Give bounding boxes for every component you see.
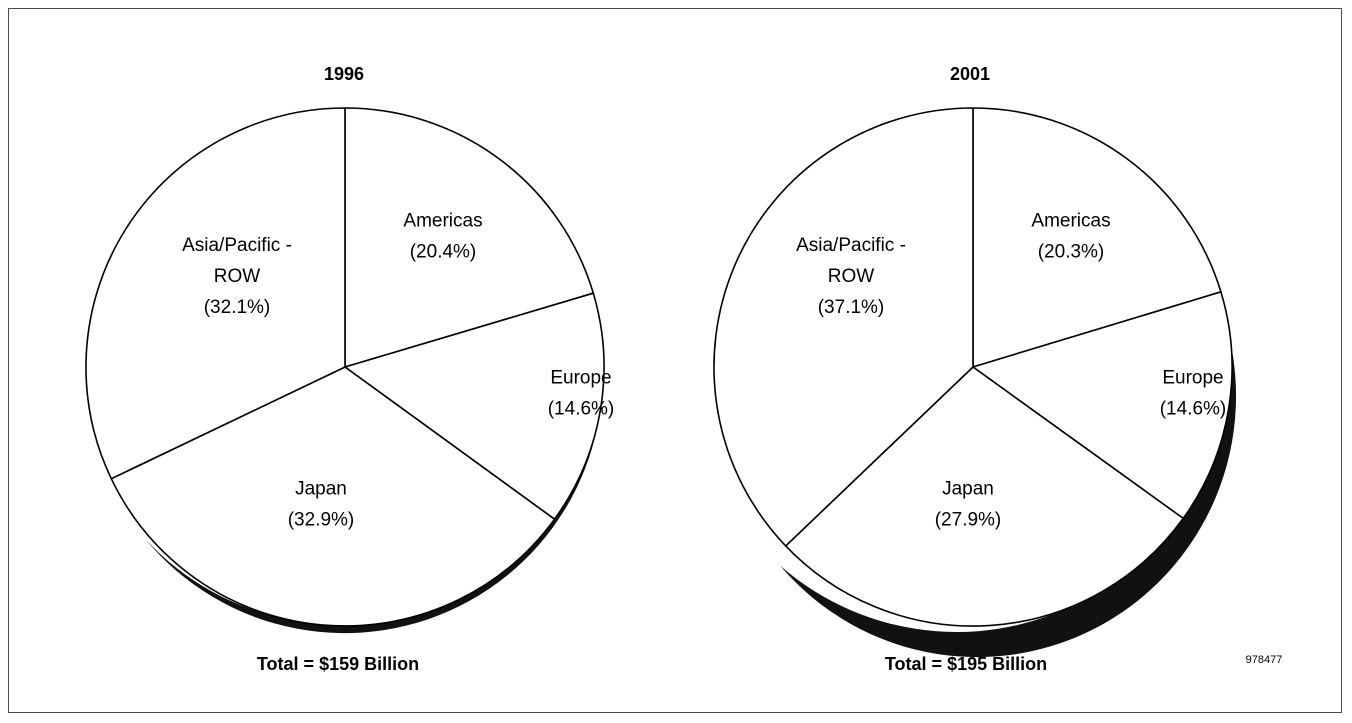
pie-slices [85,107,605,627]
pie-slice-americas [972,107,1222,368]
pie-labels: Americas (20.3%) Europe (14.6%) Japan (27.9%)… [796,211,1226,531]
slice-label: Japan (32.9%) [288,479,355,531]
pie-chart-1996: 1996 Americas (20.4%) Europe (14.6%) Japan (3… [85,64,614,674]
chart-title: 1996 [324,64,364,84]
pie-slice-asia-pacific [713,107,974,547]
pie-chart-2001: 2001 Americas (20.3%) Europe (14.6%) Japan (2… [713,64,1237,674]
figure-id: 978477 [1246,654,1283,666]
slice-label: Asia/Pacific -ROW (37.1%) [796,235,906,318]
pie-slice-americas [344,107,595,368]
slice-label: Europe (14.6%) [548,368,615,420]
pie-slice-asia-pacific [85,107,346,480]
slice-label: Asia/Pacific -ROW (32.1%) [182,235,292,318]
pie-slices [713,107,1233,627]
total-label: Total = $195 Billion [885,654,1047,674]
slice-label: Japan (27.9%) [935,479,1002,531]
pie-slice-japan [110,366,556,627]
pie-slice-europe [972,291,1233,520]
slice-label: Europe (14.6%) [1160,368,1227,420]
slice-label: Americas (20.4%) [403,211,482,263]
chart-title: 2001 [950,64,990,84]
pie-slice-europe [344,292,605,520]
pie-labels: Americas (20.4%) Europe (14.6%) Japan (32.9%)… [182,211,614,531]
pie-slice-japan [784,366,1184,627]
slice-label: Americas (20.3%) [1031,211,1110,263]
total-label: Total = $159 Billion [257,654,419,674]
